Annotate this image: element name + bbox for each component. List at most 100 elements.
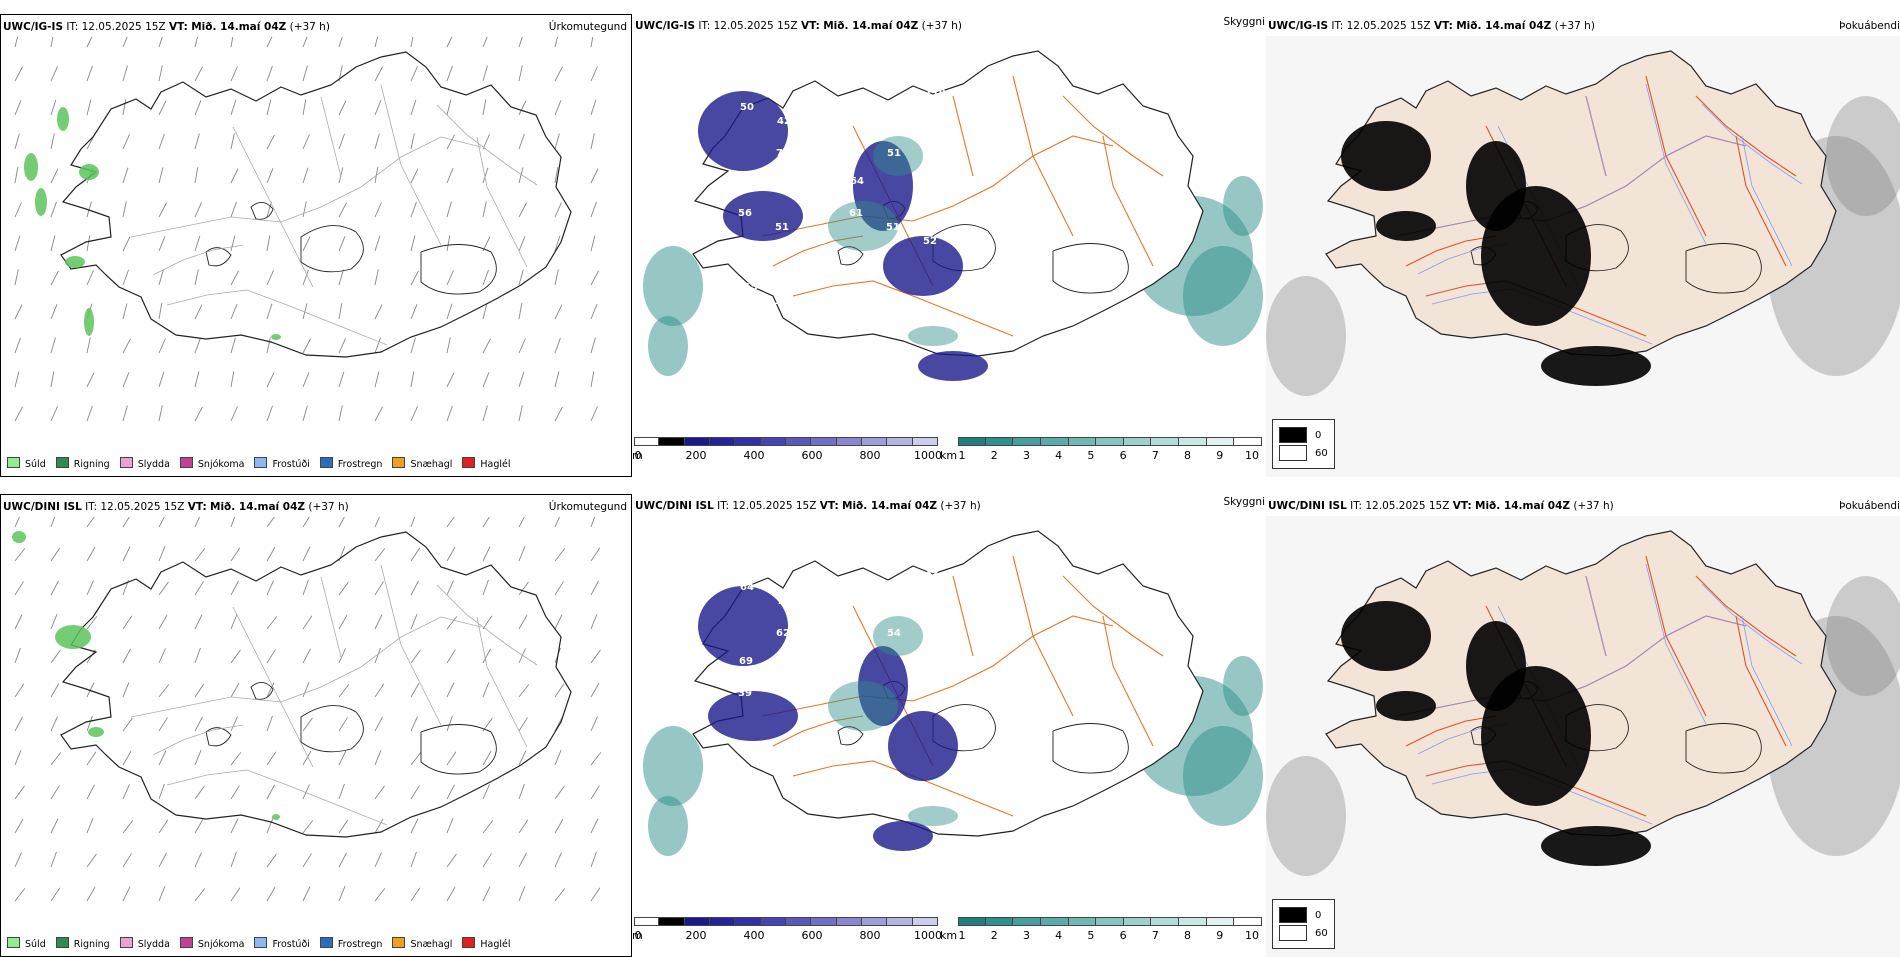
wind-barb (194, 66, 203, 82)
wind-barb (86, 270, 94, 286)
wind-barb (410, 716, 418, 732)
wind-barb (122, 236, 131, 252)
wind-barb (410, 887, 421, 902)
wind-barb (158, 37, 163, 48)
snow-depth-label: 51 (775, 222, 789, 233)
colorbar-segment (659, 437, 685, 446)
precip-legend-item: Súld (7, 457, 46, 470)
fog-area (1341, 121, 1431, 191)
fog-area (1541, 346, 1651, 386)
colorbar-segment (786, 437, 812, 446)
wind-barb (266, 235, 271, 252)
snow-depth-label: 33 (960, 208, 974, 219)
colorbar-tick: 4 (1055, 449, 1063, 462)
precip-legend-item: Rigning (55, 937, 110, 950)
fog-legend-swatch (1279, 427, 1307, 443)
wind-barb (86, 235, 91, 252)
wind-barb (482, 853, 492, 868)
wind-barb (194, 888, 206, 902)
wind-barb (122, 134, 130, 150)
wind-barb (446, 337, 451, 354)
wind-barb (590, 168, 599, 184)
colorbar-segment (786, 917, 812, 926)
precip-legend-label: Frostúði (272, 459, 310, 470)
precip-legend-label: Snjókoma (197, 939, 245, 950)
panel-header: UWC/DINI ISL IT: 12.05.2025 15Z VT: Mið.… (635, 500, 981, 512)
wind-barb (266, 337, 271, 354)
wind-barb (482, 134, 490, 150)
snow-depth-label: 34 (813, 162, 827, 173)
panel-header: UWC/IG-IS IT: 12.05.2025 15Z VT: Mið. 14… (3, 21, 330, 33)
wind-barb (446, 37, 453, 48)
precip-area (65, 256, 85, 268)
wind-barb (50, 649, 61, 664)
wind-barb (410, 517, 416, 528)
wind-barb (266, 616, 278, 630)
wind-barb (194, 235, 201, 252)
precip-area (84, 308, 94, 336)
fog-area (1266, 276, 1346, 396)
wind-barb (374, 371, 380, 388)
wind-barb (410, 303, 418, 320)
road-line (1695, 575, 1797, 657)
wind-barb (194, 647, 201, 664)
colorbar-frame (958, 437, 1262, 446)
wind-barb (194, 337, 201, 354)
colorbar-segment (1179, 437, 1207, 446)
wind-barb (194, 37, 198, 48)
fog-index-legend: 0 60 (1272, 899, 1335, 949)
colorbar-tick: 5 (1087, 449, 1095, 462)
wind-barb (518, 303, 523, 320)
colorbar-segment (1040, 437, 1069, 446)
snow-depth-label: 65 (851, 102, 865, 113)
wind-barb (338, 202, 347, 218)
wind-barb (266, 167, 274, 184)
precip-legend-item: Slydda (119, 457, 170, 470)
fog-area (1541, 826, 1651, 866)
wind-barb (410, 99, 417, 116)
wind-barb (14, 614, 23, 630)
wind-barb (554, 581, 564, 596)
wind-barb (410, 235, 416, 252)
wind-barb (14, 269, 19, 286)
snow-depth-label: 30 (811, 268, 825, 279)
wind-barb (230, 235, 236, 252)
wind-barb (590, 235, 596, 252)
road-line (952, 95, 974, 177)
wind-barb (230, 66, 238, 82)
precip-legend-item: Snjókoma (179, 457, 244, 470)
river-line (476, 616, 528, 748)
wind-barb (230, 580, 239, 596)
colorbar-tick: 0 (634, 929, 642, 942)
colorbar-segment (887, 437, 913, 446)
glacier-outline (250, 682, 274, 700)
wind-barb (50, 752, 62, 766)
iceland-precip-map (14, 37, 599, 422)
wind-barb (86, 715, 93, 732)
wind-barb (122, 615, 133, 630)
wind-barb (266, 817, 274, 834)
wind-barb (266, 201, 272, 218)
snow-depth-label: 76 (888, 116, 902, 127)
wind-barb (590, 752, 602, 766)
low-visibility-area (1183, 726, 1263, 826)
wind-barb (158, 202, 167, 218)
fog-index-legend: 0 60 (1272, 419, 1335, 469)
wind-barb (554, 406, 563, 422)
colorbar-segment (836, 437, 862, 446)
river-line (436, 584, 538, 666)
wind-barb (374, 517, 380, 528)
wind-barb (518, 614, 528, 630)
wind-barb (482, 201, 487, 218)
wind-barb (590, 547, 601, 562)
colorbar-tick: 4 (1055, 929, 1063, 942)
low-visibility-area (648, 316, 688, 376)
precip-legend-item: Snjókoma (179, 937, 245, 950)
wind-barb (482, 37, 488, 48)
wind-barb (230, 406, 238, 422)
river-line (232, 606, 314, 768)
colorbar-segment (1040, 917, 1069, 926)
wind-barb (122, 303, 128, 320)
wind-barb (122, 886, 131, 902)
wind-barb (230, 716, 238, 732)
